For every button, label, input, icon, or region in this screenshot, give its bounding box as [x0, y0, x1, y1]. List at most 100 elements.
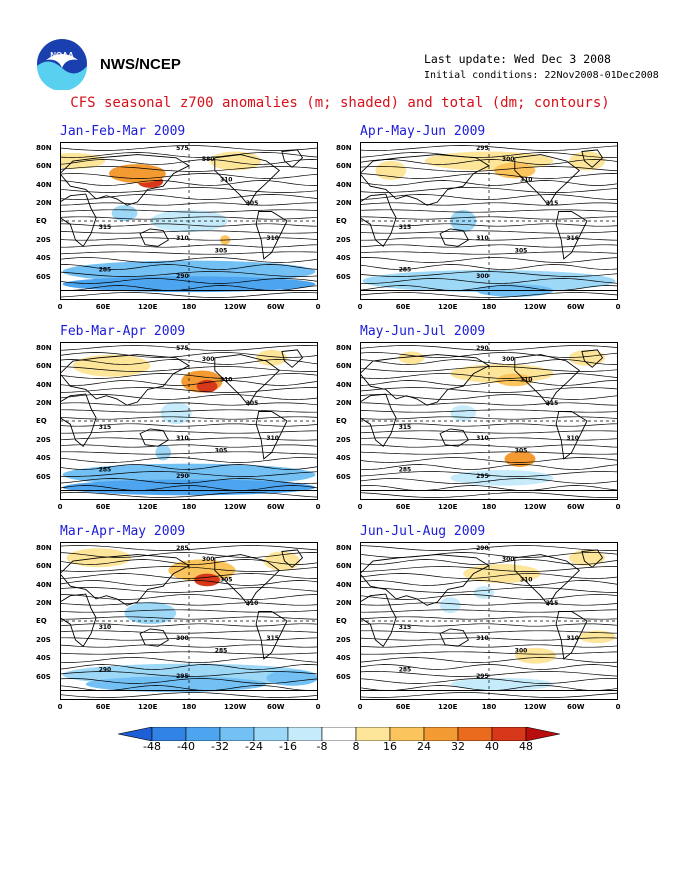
contour-line	[60, 492, 318, 498]
lon-label: 60W	[267, 703, 285, 711]
coastline	[360, 490, 618, 500]
lat-label: 80N	[336, 544, 352, 552]
colorbar	[118, 727, 560, 741]
panel-title-amj: Apr-May-Jun 2009	[360, 124, 486, 139]
coastline	[60, 690, 318, 700]
colorbar-tick-label: -32	[211, 740, 229, 753]
coastline	[360, 690, 618, 700]
lat-label: 40N	[36, 380, 52, 389]
coastline	[255, 611, 288, 660]
continents	[60, 349, 318, 500]
lon-label: 0	[57, 703, 63, 711]
coastline	[255, 411, 288, 460]
contour-line	[360, 271, 618, 277]
lat-label: 20N	[336, 199, 352, 208]
contour-line	[60, 209, 318, 213]
contour-label: 310	[266, 435, 279, 442]
contour-label: 285	[99, 267, 112, 274]
lat-label: 60S	[36, 672, 51, 681]
lat-label: 80N	[336, 344, 352, 352]
colorbar-swatch	[423, 727, 459, 741]
lon-label: 180	[481, 703, 497, 711]
anomaly-region	[579, 630, 616, 644]
lon-label: 120E	[438, 703, 458, 711]
lon-label: 120W	[224, 303, 247, 311]
contour-label: 305	[215, 448, 228, 455]
panel-title-fma: Feb-Mar-Apr 2009	[60, 324, 186, 339]
map-jja: 290 300 310 315 310 315 310 300 285 295	[360, 542, 618, 700]
lon-label: 120E	[438, 503, 458, 511]
coastline	[214, 154, 280, 206]
lon-label: 0	[57, 303, 63, 311]
lat-label: 60S	[36, 472, 51, 481]
map-frame	[360, 142, 618, 300]
anomaly-region	[450, 405, 477, 421]
lon-label: 0	[315, 703, 321, 711]
lon-label: 60E	[95, 503, 111, 511]
lat-label: 60S	[336, 272, 351, 281]
contour-line	[360, 457, 618, 463]
contour-line	[360, 623, 618, 627]
coastline	[439, 228, 470, 247]
map-mam: 285 300 305 310 315 310 300 285 290 295	[60, 542, 318, 700]
lat-label: 20S	[36, 435, 51, 444]
contour-label: 310	[176, 435, 189, 442]
contour-line	[60, 664, 318, 670]
contour-line	[360, 394, 618, 400]
colorbar-tick-label: -40	[177, 740, 195, 753]
contour-line	[360, 145, 618, 151]
lat-label: 60N	[36, 162, 52, 171]
colorbar-tick-label: -48	[143, 740, 161, 753]
coastline	[60, 554, 190, 606]
lon-label: 0	[615, 303, 621, 311]
coastline	[139, 428, 170, 447]
coastline	[555, 211, 588, 260]
lon-label: 60W	[567, 703, 585, 711]
contour-line	[60, 271, 318, 277]
contour-line	[60, 623, 318, 627]
map-frame	[60, 342, 318, 500]
colorbar-tick-label: -16	[279, 740, 297, 753]
lat-label: 20N	[36, 399, 52, 408]
colorbar-swatch	[389, 727, 425, 741]
lat-label: 60S	[336, 672, 351, 681]
contour-label: 290	[176, 473, 189, 480]
lat-label: 20N	[36, 599, 52, 608]
contour-line	[60, 478, 318, 484]
coastline	[214, 354, 280, 406]
contour-line	[60, 257, 318, 263]
contour-label: 300	[476, 273, 489, 280]
contour-label: 285	[399, 467, 412, 474]
colorbar-swatch	[185, 727, 221, 741]
lat-label: 20S	[336, 435, 351, 444]
lat-label: 60S	[36, 272, 51, 281]
lat-label: 40N	[36, 580, 52, 589]
coastline	[514, 554, 580, 606]
contour-label: 295	[476, 145, 489, 152]
contour-label: 315	[546, 200, 559, 207]
map-amj: 295 300 310 315 316 315 310 305 285 300	[360, 142, 618, 300]
lat-label: 40N	[336, 180, 352, 189]
contour-label: 285	[176, 545, 189, 552]
map-frame	[60, 542, 318, 700]
lat-label: EQ	[336, 417, 347, 426]
contour-label: 295	[476, 473, 489, 480]
anomaly-region	[266, 669, 318, 686]
lon-label: 180	[181, 303, 197, 311]
colorbar-tick-label: 32	[451, 740, 465, 753]
lon-label: 180	[481, 503, 497, 511]
agency-label: NWS/NCEP	[100, 56, 181, 73]
lon-label: 0	[615, 703, 621, 711]
coastline	[281, 549, 304, 568]
contour-line	[60, 485, 318, 491]
lon-label: 60W	[567, 503, 585, 511]
contour-line	[60, 230, 318, 234]
map-fma: 575 300 310 305 310 315 310 305 285 290	[60, 342, 318, 500]
anomaly-region	[111, 205, 138, 221]
contour-label: 290	[99, 667, 112, 674]
lat-label: 80N	[36, 344, 52, 352]
lat-label: 20S	[36, 235, 51, 244]
contour-label: 310	[566, 435, 579, 442]
contour-line	[360, 209, 618, 213]
contour-line	[60, 594, 318, 600]
